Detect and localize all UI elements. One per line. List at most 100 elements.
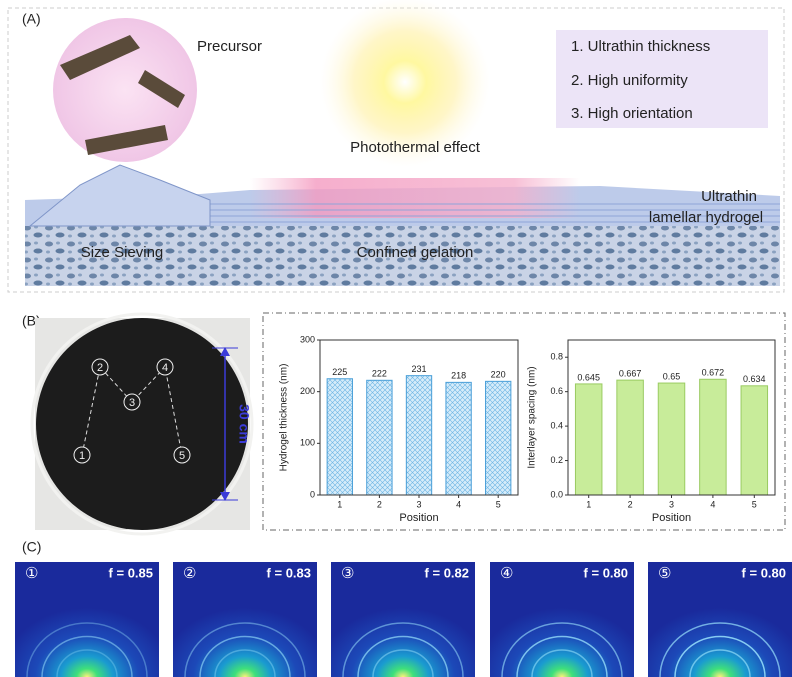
x-tick-label: 5 [496,499,501,509]
image-number: ③ [341,565,354,582]
image-number: ② [183,565,196,582]
scattering-ring [56,649,118,677]
feature: 3. High orientation [571,105,693,122]
value-label: 222 [372,369,387,379]
scattering-ring [659,622,781,677]
scattering-ring [674,635,766,677]
scattering-ring [342,622,464,677]
photothermal-label: Photothermal effect [350,139,481,156]
panel-label: (C) [22,539,41,555]
scale-label: 30 cm [236,404,252,444]
y-axis-label: Interlayer spacing (nm) [527,366,538,468]
x-tick-label: 4 [710,499,715,509]
y-tick-label: 200 [300,386,315,396]
value-label: 0.634 [743,374,766,384]
x-tick-label: 2 [377,499,382,509]
orientation-factor: f = 0.82 [425,565,469,580]
value-label: 0.645 [577,372,600,382]
x-tick-label: 2 [628,499,633,509]
position-marker [73,446,91,464]
x-tick-label: 1 [337,499,342,509]
waxs-image [331,562,475,677]
substrate [25,226,780,286]
image-number: ⑤ [658,565,671,582]
panel-label: (A) [22,11,41,27]
y-tick-label: 0.6 [550,386,563,396]
value-label: 0.672 [702,368,725,378]
waxs-image [490,562,634,677]
size-sieving-label: Size Sieving [81,244,164,261]
lamellae [200,203,780,223]
hydrogel-label: Ultrathin [701,188,757,205]
position-label: 2 [97,362,103,374]
position-label: 4 [162,362,168,374]
bar [616,379,644,496]
value-label: 218 [451,371,466,381]
plot-frame [319,339,519,496]
orientation-factor: f = 0.83 [267,565,311,580]
scattering-ring [516,635,608,677]
waxs-image [648,562,792,677]
x-tick-label: 3 [416,499,421,509]
hydrogel-label: lamellar hydrogel [649,209,763,226]
bar [574,383,603,496]
y-tick-label: 100 [300,438,315,448]
waxs-image [15,562,159,677]
value-label: 0.65 [663,371,681,381]
waxs-image [173,562,317,677]
photo-rim [30,312,254,536]
position-marker [123,393,141,411]
y-tick-label: 0 [310,489,315,499]
y-tick-label: 0.0 [550,489,563,499]
scattering-ring [531,649,593,677]
position-marker [173,446,191,464]
value-label: 225 [332,367,347,377]
flake-pile [28,164,211,227]
value-label: 0.667 [619,369,642,379]
chart-box [262,312,786,531]
arrow-head [220,347,230,356]
y-tick-label: 300 [300,334,315,344]
bar [699,378,727,496]
bar [740,385,769,496]
scattering-ring [41,635,133,677]
x-tick-label: 1 [586,499,591,509]
scattering-ring [199,635,291,677]
y-axis-label: Hydrogel thickness (nm) [279,364,290,472]
y-tick-label: 0.8 [550,352,563,362]
bar [326,378,353,496]
image-number: ④ [500,565,513,582]
position-marker [156,358,174,376]
scattering-ring [689,649,751,677]
x-tick-label: 3 [669,499,674,509]
y-tick-label: 0.4 [550,420,563,430]
x-axis-label: Position [652,512,691,524]
scattering-ring [184,622,306,677]
feature: 1. Ultrathin thickness [571,38,710,55]
orientation-factor: f = 0.80 [584,565,628,580]
bar [657,382,686,496]
feature-box [556,30,768,128]
value-label: 220 [491,370,506,380]
sun [320,0,490,167]
value-label: 231 [411,364,426,374]
bar [445,381,472,496]
feature: 2. High uniformity [571,72,688,89]
nanosheets [60,35,185,155]
precursor-label: Precursor [197,38,262,55]
orientation-factor: f = 0.85 [109,565,153,580]
scattering-ring [214,649,276,677]
position-label: 5 [179,450,185,462]
confined-gelation-label: Confined gelation [357,244,474,261]
plot-frame [567,339,776,496]
x-tick-label: 5 [752,499,757,509]
x-tick-label: 4 [456,499,461,509]
image-number: ① [25,565,38,582]
hydrogel-disc [36,318,248,530]
position-label: 3 [129,397,135,409]
arrow-head [220,492,230,501]
orientation-factor: f = 0.80 [742,565,786,580]
position-marker [91,358,109,376]
scattering-ring [357,635,449,677]
